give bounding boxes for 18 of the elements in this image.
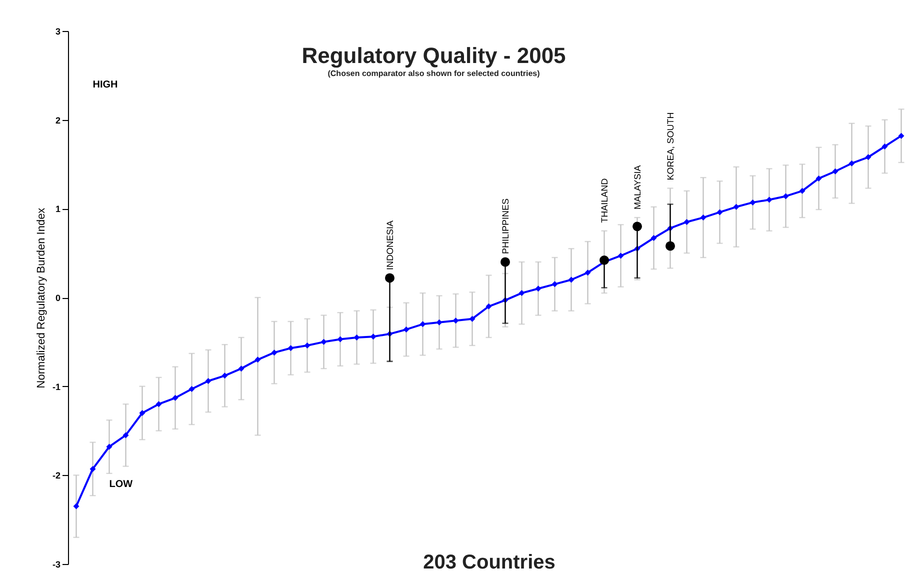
x-axis-title: 203 Countries (423, 552, 556, 571)
y-tick-label: 2 (55, 115, 60, 126)
text: (Chosen comparator also shown for selected countries) (328, 69, 540, 78)
y-tick-label: 3 (55, 26, 60, 36)
annotation: MALAYSIA (632, 165, 642, 210)
annotation: KOREA, SOUTH (665, 112, 676, 180)
annotation: PHILIPPINES (500, 198, 510, 254)
annotation: LOW (109, 479, 134, 490)
y-tick-label: -2 (52, 470, 60, 481)
y-tick-label: 1 (55, 204, 60, 214)
y-tick-label: -3 (52, 560, 60, 570)
text: Regulatory Quality - 2005 (302, 43, 566, 68)
annotation: HIGH (92, 79, 118, 90)
annotation: INDONESIA (384, 220, 395, 270)
y-axis-title: Normalized Regulatory Burden Index (36, 207, 48, 388)
y-tick-label: -1 (52, 382, 60, 392)
y-tick-label: 0 (55, 293, 60, 303)
annotation: THAILAND (599, 178, 610, 223)
